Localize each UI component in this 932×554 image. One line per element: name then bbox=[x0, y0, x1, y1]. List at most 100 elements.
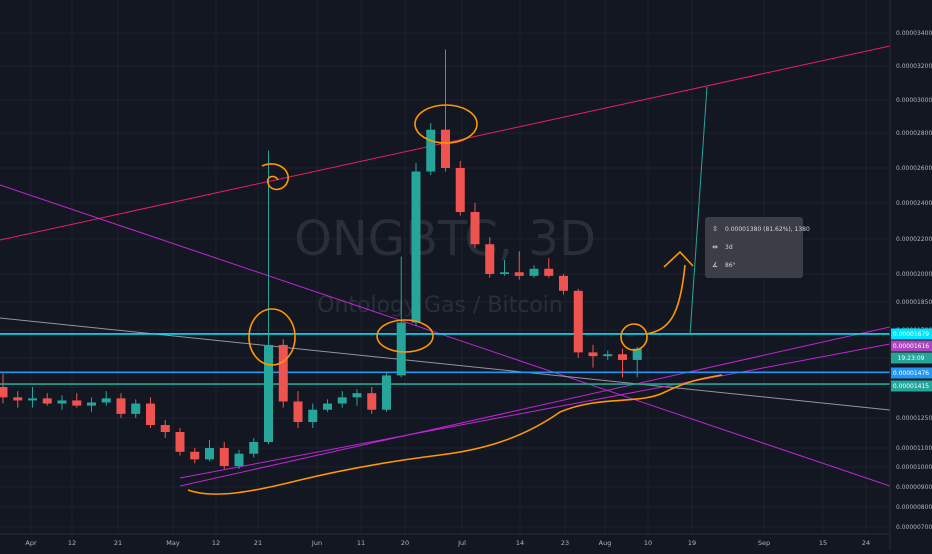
candle-body[interactable] bbox=[367, 393, 377, 410]
candle-body[interactable] bbox=[455, 168, 465, 212]
price-range-icon: ⇳ bbox=[712, 225, 718, 233]
candle-body[interactable] bbox=[485, 244, 495, 274]
watermark-name: Ontology Gas / Bitcoin bbox=[317, 293, 563, 318]
price-label-text: 0.00001616 bbox=[893, 343, 929, 350]
candle-body[interactable] bbox=[573, 290, 583, 353]
candle-body[interactable] bbox=[352, 393, 362, 398]
candle-body[interactable] bbox=[411, 171, 421, 323]
orange-circle-left bbox=[248, 308, 296, 366]
candle-body[interactable] bbox=[175, 432, 185, 452]
white-descending-line bbox=[0, 317, 891, 411]
time-tick-label: Jun bbox=[311, 539, 322, 547]
candle-body[interactable] bbox=[219, 448, 229, 467]
watermark: ONGBTC, 3D Ontology Gas / Bitcoin bbox=[294, 211, 596, 318]
angle-icon: ∡ bbox=[711, 261, 719, 269]
candle-body[interactable] bbox=[559, 275, 568, 291]
time-tick-label: Aug bbox=[599, 539, 612, 547]
orange-arrowhead bbox=[663, 250, 694, 268]
candle-body[interactable] bbox=[205, 448, 214, 460]
candle-body[interactable] bbox=[426, 129, 436, 172]
time-tick-label: 12 bbox=[68, 539, 76, 547]
candle-body[interactable] bbox=[28, 398, 37, 401]
orange-curve bbox=[187, 374, 723, 495]
time-tick-label: Jul bbox=[457, 539, 466, 547]
date-range-icon: ⇹ bbox=[712, 243, 718, 251]
price-tick-label: 0.00000800 bbox=[896, 504, 932, 511]
candle-body[interactable] bbox=[470, 212, 480, 245]
price-tick-label: 0.00000900 bbox=[896, 484, 932, 491]
orange-wick-mark bbox=[261, 163, 289, 191]
time-tick-label: 23 bbox=[561, 539, 569, 547]
candle-body[interactable] bbox=[264, 344, 273, 442]
candle-body[interactable] bbox=[160, 425, 170, 432]
candle-body[interactable] bbox=[278, 344, 288, 402]
candle-body[interactable] bbox=[13, 397, 23, 401]
candle-body[interactable] bbox=[101, 398, 111, 403]
candle-body[interactable] bbox=[514, 272, 524, 276]
orange-arrow-curve bbox=[645, 264, 686, 335]
candle-body[interactable] bbox=[249, 442, 259, 454]
candle-body[interactable] bbox=[323, 403, 332, 410]
candle-body[interactable] bbox=[544, 268, 554, 276]
orange-circle-top bbox=[414, 104, 478, 144]
trend-lines[interactable] bbox=[0, 45, 891, 487]
purple-support-line-2 bbox=[179, 343, 891, 479]
candle-body[interactable] bbox=[116, 398, 126, 414]
candle-body[interactable] bbox=[441, 129, 450, 168]
time-tick-label: Sep bbox=[758, 539, 770, 547]
price-tick-label: 0.00002200 bbox=[896, 236, 932, 243]
candle-body[interactable] bbox=[72, 400, 82, 406]
price-label-tag bbox=[891, 367, 932, 379]
price-tick-label: 0.00002400 bbox=[896, 200, 932, 207]
candle-body[interactable] bbox=[337, 397, 347, 404]
price-tick-label: 0.00001850 bbox=[896, 299, 932, 306]
price-axis: 0.00003400 0.00003200 0.00003000 0.00002800… bbox=[889, 0, 932, 550]
time-tick-label: 21 bbox=[114, 539, 122, 547]
price-tick-label: 0.00001000 bbox=[896, 464, 932, 471]
candle-body[interactable] bbox=[603, 354, 613, 357]
time-tick-label: Apr bbox=[25, 539, 37, 547]
time-tick-label: May bbox=[166, 539, 180, 547]
horizontal-levels bbox=[0, 333, 890, 385]
candle-body[interactable] bbox=[234, 453, 244, 467]
price-tick-label: 0.00003400 bbox=[896, 30, 932, 37]
time-tick-label: 21 bbox=[254, 539, 262, 547]
candle-body[interactable] bbox=[87, 402, 96, 406]
measure-angle: 86° bbox=[725, 261, 736, 269]
candle-body[interactable] bbox=[146, 403, 155, 425]
time-tick-label: 15 bbox=[819, 539, 827, 547]
candle-body[interactable] bbox=[588, 352, 598, 357]
price-labels: 0.00001679 0.00001616 19:23:09 0.00001476 0.… bbox=[891, 328, 932, 392]
measure-bars: 3d bbox=[725, 243, 733, 251]
candle-body[interactable] bbox=[618, 354, 627, 360]
price-tick-label: 0.00001250 bbox=[896, 415, 932, 422]
price-tick-label: 0.00003200 bbox=[896, 63, 932, 70]
price-label-tag bbox=[891, 328, 932, 340]
time-axis: Apr 12 21 May 12 21 Jun 11 20 Jul 14 23 Aug 10 19 Sep 15… bbox=[0, 533, 890, 547]
candle-body[interactable] bbox=[42, 398, 52, 404]
time-tick-label: 12 bbox=[212, 539, 220, 547]
measure-price-change: 0.00001380 (81.62%), 1380 bbox=[725, 225, 810, 233]
candle-body[interactable] bbox=[0, 387, 8, 398]
candle-body[interactable] bbox=[382, 375, 391, 410]
candle-body[interactable] bbox=[396, 322, 406, 376]
price-label-text: 19:23:09 bbox=[898, 355, 925, 362]
time-tick-label: 24 bbox=[862, 539, 870, 547]
candle-body[interactable] bbox=[500, 272, 509, 274]
candle-body[interactable] bbox=[131, 403, 141, 414]
measure-tooltip: ⇳ 0.00001380 (81.62%), 1380 ⇹ 3d ∡ 86° bbox=[705, 217, 810, 278]
candle-body[interactable] bbox=[190, 451, 200, 460]
candle-body[interactable] bbox=[529, 268, 539, 276]
candles bbox=[0, 49, 642, 469]
candle-body[interactable] bbox=[57, 400, 67, 404]
candle-body[interactable] bbox=[293, 401, 303, 422]
candle-body[interactable] bbox=[308, 409, 318, 422]
annotations bbox=[187, 86, 723, 495]
time-tick-label: 11 bbox=[357, 539, 365, 547]
grid bbox=[0, 0, 890, 534]
candle-body[interactable] bbox=[632, 348, 642, 360]
orange-circle-mid bbox=[376, 319, 434, 353]
price-label-tag bbox=[891, 340, 932, 352]
